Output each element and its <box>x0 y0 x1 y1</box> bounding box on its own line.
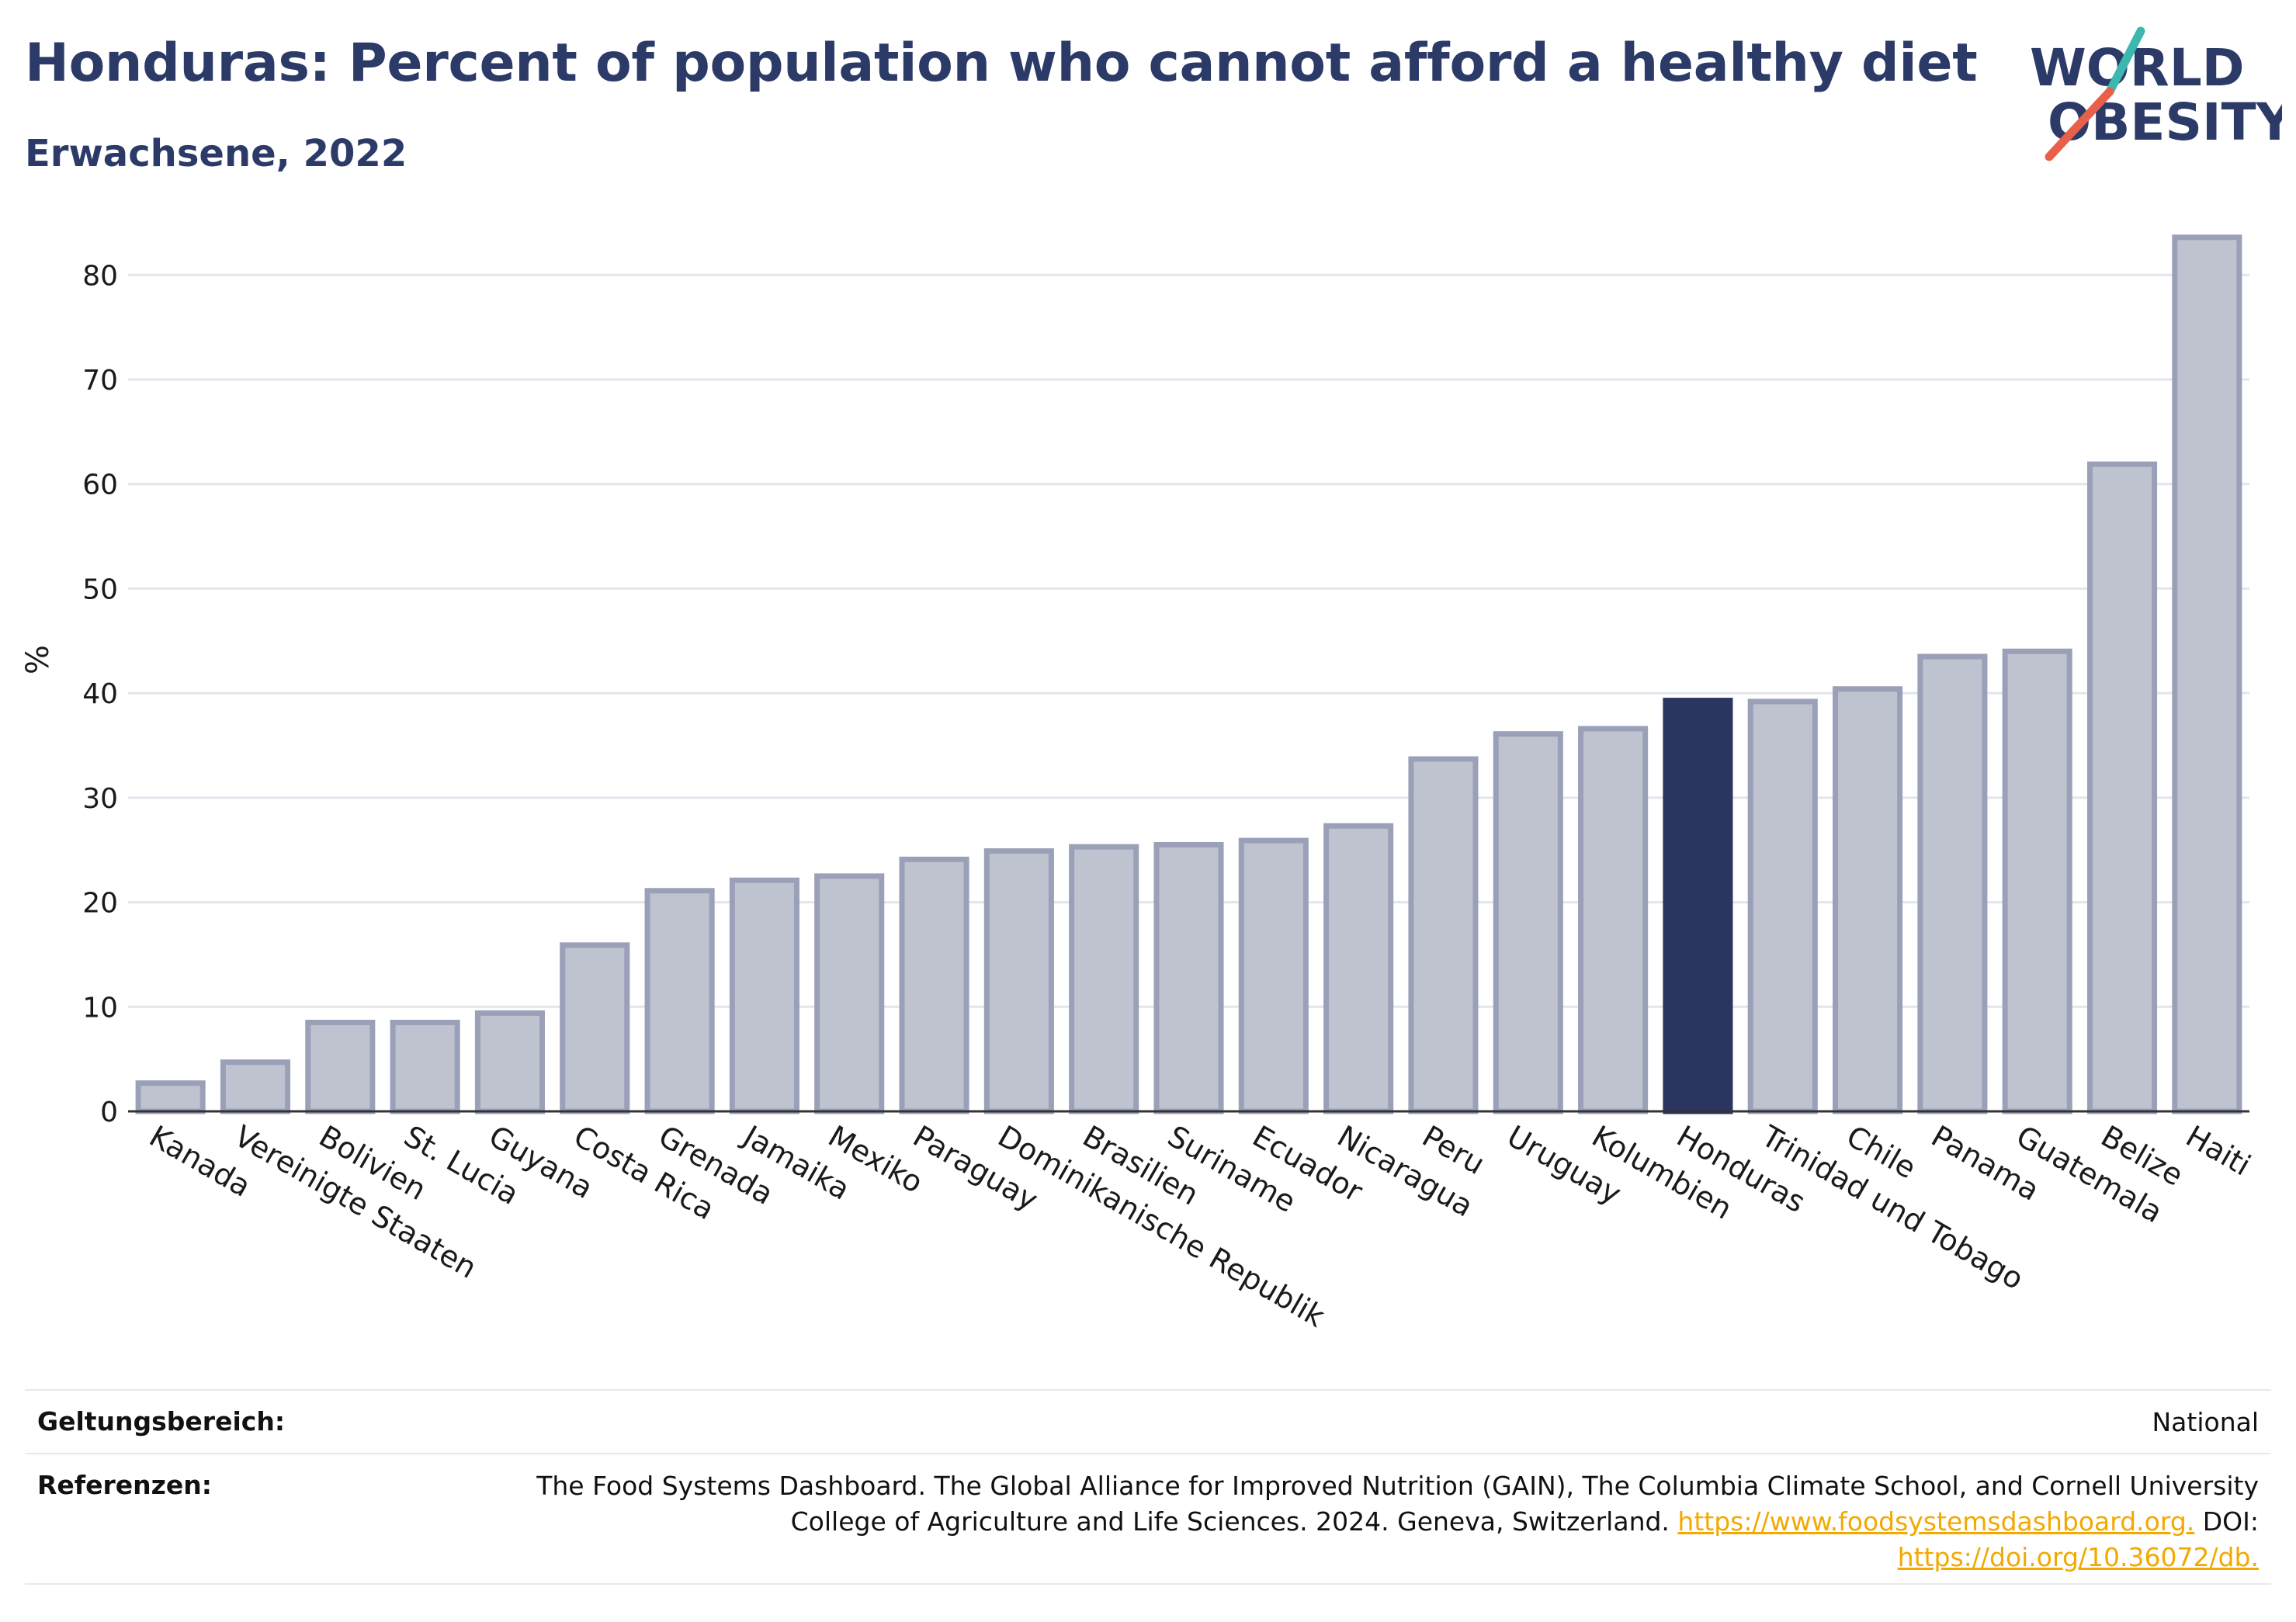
bar-mexiko <box>814 873 885 1114</box>
bar-haiti <box>2172 234 2242 1114</box>
scope-row: Geltungsbereich: National <box>25 1389 2271 1453</box>
bar-kanada <box>135 1080 206 1114</box>
bar-vereinigte-staaten <box>220 1059 291 1114</box>
bar-panama <box>1917 653 1988 1114</box>
bar-jamaika <box>729 877 799 1114</box>
bar-brasilien <box>1069 844 1139 1114</box>
y-axis-ticks: 0 10 20 30 40 50 60 70 80 <box>82 260 118 1128</box>
bar-bolivien <box>305 1019 376 1114</box>
references-line-2: College of Agriculture and Life Sciences… <box>396 1504 2259 1540</box>
bar-suriname <box>1153 841 1224 1114</box>
footer-divider-bottom <box>25 1583 2271 1585</box>
footer-divider-mid <box>25 1453 2271 1454</box>
y-tick-label: 80 <box>82 260 118 292</box>
y-tick-label: 70 <box>82 365 118 397</box>
bar-paraguay <box>899 856 969 1114</box>
references-label: Referenzen: <box>37 1470 212 1500</box>
logo-slash-bottom <box>2045 87 2114 161</box>
bar-uruguay <box>1493 731 1563 1114</box>
scope-value: National <box>2152 1407 2259 1437</box>
y-tick-label: 40 <box>82 678 118 710</box>
bar-costa-rica <box>560 942 630 1114</box>
bar-dominikanische-republik <box>983 848 1054 1114</box>
bar-trinidad-und-tobago <box>1747 698 1818 1114</box>
bar-nicaragua <box>1323 823 1394 1114</box>
bar-kolumbien <box>1578 726 1649 1114</box>
logo-line1: WORLD <box>2030 38 2245 98</box>
x-tick-label: Haiti <box>2180 1119 2256 1183</box>
bar-honduras <box>1663 698 1733 1114</box>
bar-st-lucia <box>390 1019 460 1114</box>
logo-slash-top <box>2105 26 2145 96</box>
y-tick-label: 10 <box>82 992 118 1024</box>
chart-subtitle: Erwachsene, 2022 <box>25 132 408 175</box>
bar-belize <box>2086 461 2158 1114</box>
scope-label: Geltungsbereich: <box>37 1406 286 1437</box>
y-tick-label: 0 <box>100 1097 118 1128</box>
y-tick-label: 60 <box>82 470 118 501</box>
bar-peru <box>1408 756 1479 1114</box>
references-line-2-text: College of Agriculture and Life Sciences… <box>790 1506 1678 1537</box>
doi-label: DOI: <box>2194 1506 2259 1537</box>
y-tick-label: 30 <box>82 783 118 815</box>
y-axis-title: % <box>20 645 56 674</box>
bar-grenada <box>644 888 715 1114</box>
bars <box>135 234 2242 1114</box>
bar-guatemala <box>2002 648 2072 1114</box>
references-text: The Food Systems Dashboard. The Global A… <box>396 1468 2259 1575</box>
references-line-3: https://doi.org/10.36072/db. <box>396 1540 2259 1575</box>
bar-guyana <box>474 1010 545 1114</box>
references-row: Referenzen: The Food Systems Dashboard. … <box>25 1453 2271 1583</box>
doi-link[interactable]: https://doi.org/10.36072/db. <box>1897 1542 2259 1572</box>
y-tick-label: 20 <box>82 888 118 920</box>
world-obesity-logo: WORLD OBESITY <box>2030 26 2282 161</box>
y-tick-label: 50 <box>82 574 118 605</box>
chart-title: Honduras: Percent of population who cann… <box>25 33 1978 94</box>
references-line-1: The Food Systems Dashboard. The Global A… <box>536 1471 2259 1501</box>
dashboard-link[interactable]: https://www.foodsystemsdashboard.org. <box>1677 1506 2195 1537</box>
footer-divider-top <box>25 1389 2271 1391</box>
bar-ecuador <box>1238 837 1309 1114</box>
bar-chile <box>1833 686 1903 1114</box>
